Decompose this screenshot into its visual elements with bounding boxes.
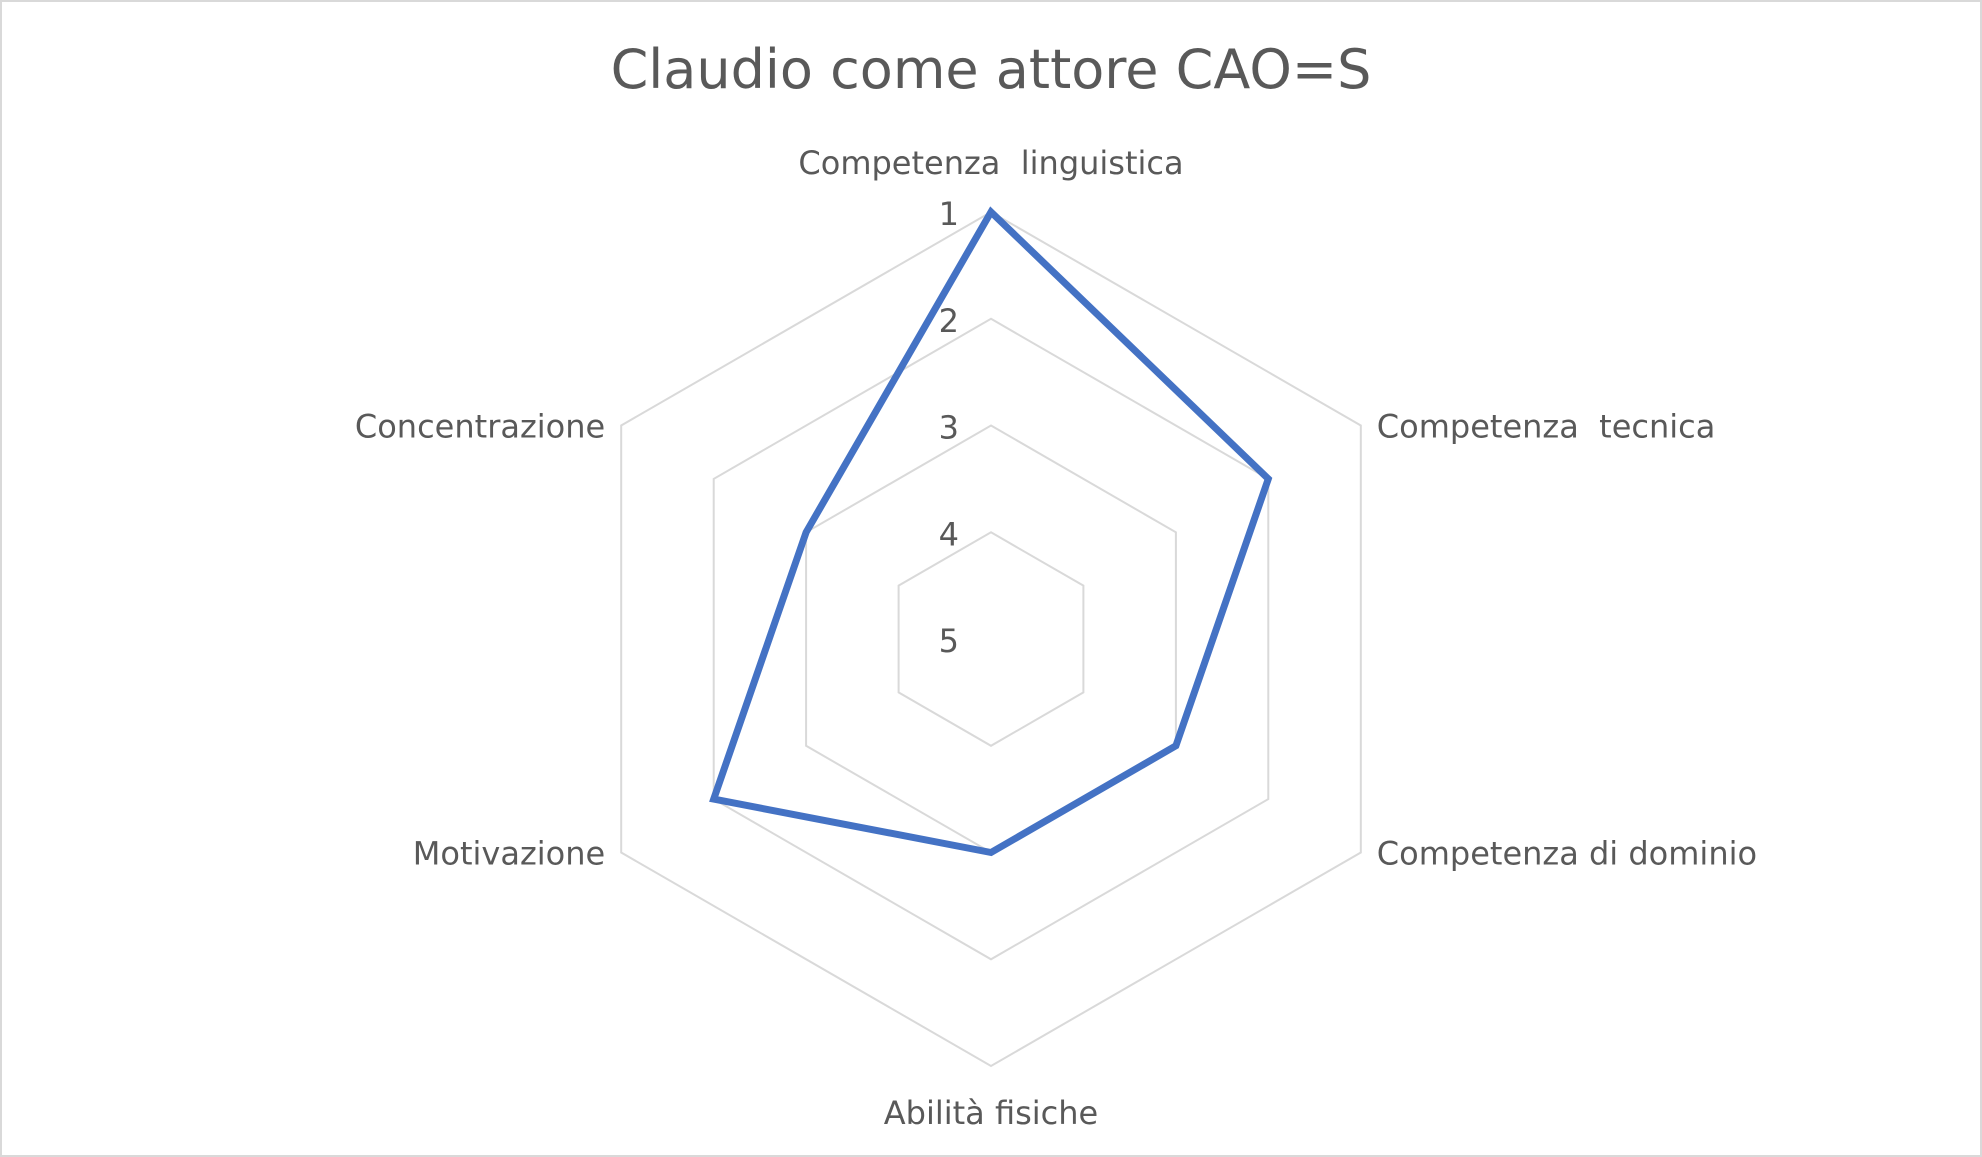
axis-label: Motivazione: [413, 835, 605, 873]
tick-label: 5: [939, 622, 959, 660]
grid-ring: [620, 210, 1362, 1068]
axis-label: Competenza tecnica: [1377, 408, 1716, 446]
tick-label: 3: [939, 409, 959, 447]
data-point: [712, 798, 715, 801]
axis-label: Competenza di dominio: [1377, 835, 1757, 873]
grid-ring: [805, 424, 1177, 854]
data-point: [990, 851, 992, 854]
radar-axis-labels: Competenza linguistica Competenza tecnica…: [355, 144, 1757, 1132]
tick-label: 1: [939, 195, 959, 233]
grid-ring: [712, 317, 1270, 961]
axis-label: Concentrazione: [355, 408, 605, 446]
tick-label: 2: [939, 302, 959, 340]
axis-label: Competenza linguistica: [798, 144, 1183, 182]
axis-label: Abilità fisiche: [884, 1094, 1098, 1132]
grid-ring: [897, 531, 1085, 747]
data-point: [805, 531, 808, 534]
data-point: [1267, 477, 1270, 480]
data-point: [1174, 744, 1177, 747]
tick-label: 4: [939, 515, 959, 553]
radar-grid: [620, 210, 1362, 1068]
data-point: [990, 211, 992, 213]
radar-tick-labels: 1 2 3 4 5: [939, 195, 959, 660]
radar-series-layer: [709, 206, 1273, 857]
chart-title: Claudio come attore CAO=S: [610, 38, 1372, 101]
